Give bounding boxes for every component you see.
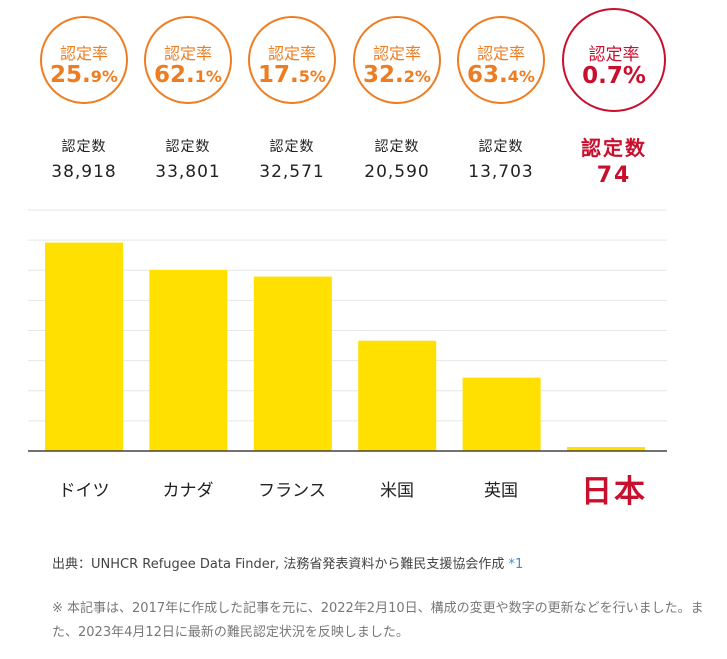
bar-2 — [253, 276, 332, 451]
rate-value: 17.5% — [258, 62, 326, 88]
source-text: 出典：UNHCR Refugee Data Finder, 法務省発表資料から難… — [52, 553, 523, 572]
rate-label: 認定率 — [372, 44, 421, 63]
rate-badge-france: 認定率 17.5% — [248, 16, 336, 104]
category-label-uk: 英国 — [484, 481, 518, 501]
count-value: 74 — [596, 163, 632, 188]
rate-badge-canada: 認定率 62.1% — [144, 16, 232, 104]
bar-0 — [45, 242, 123, 451]
count-value: 38,918 — [51, 162, 117, 182]
source-label: 出典：UNHCR Refugee Data Finder, 法務省発表資料から難… — [52, 557, 505, 572]
category-label-usa: 米国 — [380, 481, 414, 501]
category-label-france: フランス — [258, 481, 326, 501]
bar-4 — [462, 377, 541, 451]
count-japan: 認定数 74 — [559, 132, 669, 188]
rate-badge-usa: 認定率 32.2% — [353, 16, 441, 104]
rate-label: 認定率 — [59, 44, 108, 63]
category-label-germany: ドイツ — [58, 481, 110, 501]
count-france: 認定数 32,571 — [237, 136, 347, 182]
rate-value: 25.9% — [50, 62, 118, 88]
count-value: 13,703 — [468, 162, 534, 182]
rate-value: 63.4% — [467, 62, 535, 88]
rate-value: 32.2% — [363, 62, 431, 88]
count-label: 認定数 — [581, 136, 647, 160]
count-uk: 認定数 13,703 — [446, 136, 556, 182]
rate-value: 0.7% — [582, 63, 646, 89]
count-label: 認定数 — [269, 139, 315, 155]
count-label: 認定数 — [478, 139, 524, 155]
count-label: 認定数 — [61, 139, 107, 155]
rate-badge-germany: 認定率 25.9% — [40, 16, 128, 104]
count-usa: 認定数 20,590 — [342, 136, 452, 182]
rate-badge-japan: 認定率 0.7% — [562, 8, 666, 112]
rate-label: 認定率 — [476, 44, 525, 63]
rate-label: 認定率 — [267, 44, 316, 63]
count-value: 32,571 — [259, 162, 325, 182]
rate-label: 認定率 — [163, 44, 212, 63]
count-label: 認定数 — [374, 139, 420, 155]
count-canada: 認定数 33,801 — [133, 136, 243, 182]
count-germany: 認定数 38,918 — [29, 136, 139, 182]
category-label-canada: カナダ — [162, 481, 214, 501]
bar-3 — [358, 340, 437, 451]
category-label-japan: 日本 — [581, 474, 647, 510]
count-value: 33,801 — [155, 162, 221, 182]
source-footnote-link[interactable]: *1 — [508, 557, 524, 572]
bar-5 — [567, 447, 645, 451]
count-value: 20,590 — [364, 162, 430, 182]
bar-1 — [149, 269, 228, 451]
rate-value: 62.1% — [154, 62, 222, 88]
article-note: ※ 本記事は、2017年に作成した記事を元に、2022年2月10日、構成の変更や… — [52, 601, 704, 640]
count-label: 認定数 — [165, 139, 211, 155]
rate-label: 認定率 — [588, 45, 640, 65]
rate-badge-uk: 認定率 63.4% — [457, 16, 545, 104]
